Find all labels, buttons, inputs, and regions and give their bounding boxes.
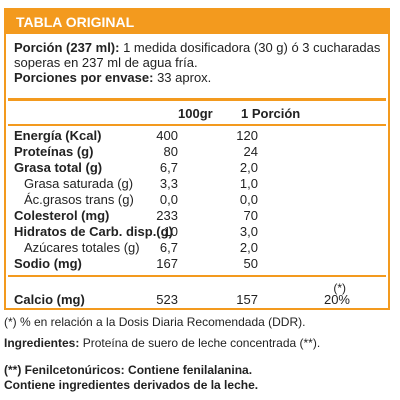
value-portion: 50 xyxy=(243,256,258,271)
value-portion: 70 xyxy=(243,208,258,223)
value-portion: 2,0 xyxy=(239,240,258,255)
value-portion: 2,0 xyxy=(239,160,258,175)
value-100g: 167 xyxy=(156,256,178,271)
value-100g: 0,0 xyxy=(159,192,178,207)
nutrient-label: Grasa total (g) xyxy=(14,160,103,175)
ingredients-label: Ingredientes: xyxy=(4,336,80,350)
value-100g: 80 xyxy=(163,144,178,159)
value-ddr: 20% xyxy=(323,292,350,307)
nutrient-label: Hidratos de Carb. disp.(g) xyxy=(14,224,173,239)
portion-text: 1 medida dosificadora (30 g) ó 3 cuchara… xyxy=(14,40,381,70)
value-portion: 24 xyxy=(243,144,258,159)
column-header-100g: 100gr xyxy=(178,106,213,121)
table-row: Azúcares totales (g) 6,7 2,0 xyxy=(6,240,388,256)
value-100g: 6,7 xyxy=(159,240,178,255)
divider xyxy=(8,275,386,277)
warning-line2: Contiene ingredientes derivados de la le… xyxy=(4,378,259,392)
table-row: Sodio (mg) 167 50 xyxy=(6,256,388,272)
table-row: Grasa total (g) 6,7 2,0 xyxy=(6,160,388,176)
table-row-calcium: Calcio (mg) 523 157 20% xyxy=(6,292,388,308)
column-header-portion: 1 Porción xyxy=(241,106,301,121)
value-portion: 3,0 xyxy=(239,224,258,239)
ingredients-text: Proteína de suero de leche concentrada (… xyxy=(82,336,321,350)
nutrient-label: Ác.grasos trans (g) xyxy=(24,192,134,207)
nutrient-label: Sodio (mg) xyxy=(14,256,82,271)
servings-text: 33 aprox. xyxy=(157,70,212,85)
portion-info: Porción (237 ml): 1 medida dosificadora … xyxy=(14,40,382,85)
divider xyxy=(8,124,386,126)
value-portion: 120 xyxy=(236,128,258,143)
value-100g: 400 xyxy=(156,128,178,143)
table-row: Hidratos de Carb. disp.(g) 10 3,0 xyxy=(6,224,388,240)
value-100g: 10 xyxy=(163,224,178,239)
nutrient-label: Azúcares totales (g) xyxy=(24,240,140,255)
nutrient-rows: Energía (Kcal) 400 120 Proteínas (g) 80 … xyxy=(6,128,388,272)
table-title: TABLA ORIGINAL xyxy=(6,10,388,34)
ddr-footnote: (*) % en relación a la Dosis Diaria Reco… xyxy=(4,315,306,329)
value-100g: 6,7 xyxy=(159,160,178,175)
nutrient-label: Colesterol (mg) xyxy=(14,208,110,223)
divider xyxy=(8,98,386,101)
value-100g: 523 xyxy=(156,292,178,307)
value-100g: 3,3 xyxy=(159,176,178,191)
portion-label: Porción (237 ml): xyxy=(14,40,120,55)
nutrient-label: Calcio (mg) xyxy=(14,292,85,307)
table-row: Proteínas (g) 80 24 xyxy=(6,144,388,160)
table-row: Ác.grasos trans (g) 0,0 0,0 xyxy=(6,192,388,208)
value-portion: 1,0 xyxy=(239,176,258,191)
table-row: Colesterol (mg) 233 70 xyxy=(6,208,388,224)
value-portion: 157 xyxy=(236,292,258,307)
value-portion: 0,0 xyxy=(239,192,258,207)
table-row: Grasa saturada (g) 3,3 1,0 xyxy=(6,176,388,192)
allergen-warning: (**) Fenilcetonúricos: Contiene fenilala… xyxy=(4,363,396,393)
warning-label: (**) Fenilcetonúricos: xyxy=(4,363,125,377)
warning-text: Contiene fenilalanina. xyxy=(128,363,253,377)
ingredients: Ingredientes: Proteína de suero de leche… xyxy=(4,336,396,351)
nutrient-label: Grasa saturada (g) xyxy=(24,176,134,191)
ddr-marker: (*) xyxy=(333,281,346,295)
nutrient-label: Energía (Kcal) xyxy=(14,128,102,143)
nutrient-label: Proteínas (g) xyxy=(14,144,94,159)
servings-label: Porciones por envase: xyxy=(14,70,154,85)
table-row: Energía (Kcal) 400 120 xyxy=(6,128,388,144)
nutrition-table: TABLA ORIGINAL Porción (237 ml): 1 medid… xyxy=(4,8,390,310)
value-100g: 233 xyxy=(156,208,178,223)
